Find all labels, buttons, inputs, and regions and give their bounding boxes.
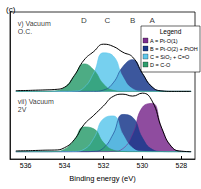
svg-text:Binding energy (eV): Binding energy (eV) — [69, 174, 136, 183]
svg-text:Legend: Legend — [160, 28, 182, 36]
svg-text:536: 536 — [20, 162, 32, 169]
svg-text:(c): (c) — [6, 5, 16, 14]
svg-text:C: C — [104, 16, 110, 25]
svg-text:528: 528 — [176, 162, 188, 169]
svg-text:2V: 2V — [18, 106, 27, 113]
svg-text:A: A — [149, 16, 155, 25]
svg-text:A = Pt-O(1): A = Pt-O(1) — [150, 38, 178, 44]
svg-text:C = SiO₂ + C=O: C = SiO₂ + C=O — [150, 54, 190, 60]
svg-text:B = Pt-O(2) + PtOH: B = Pt-O(2) + PtOH — [150, 46, 198, 52]
svg-text:v) Vacuum: v) Vacuum — [18, 20, 51, 28]
svg-text:534: 534 — [59, 162, 71, 169]
svg-text:D: D — [81, 16, 87, 25]
svg-text:530: 530 — [137, 162, 149, 169]
svg-text:B: B — [130, 16, 135, 25]
svg-text:vii) Vacuum: vii) Vacuum — [18, 98, 54, 106]
svg-text:D = C-O: D = C-O — [150, 62, 171, 68]
svg-text:532: 532 — [98, 162, 110, 169]
svg-text:O.C.: O.C. — [18, 28, 32, 35]
